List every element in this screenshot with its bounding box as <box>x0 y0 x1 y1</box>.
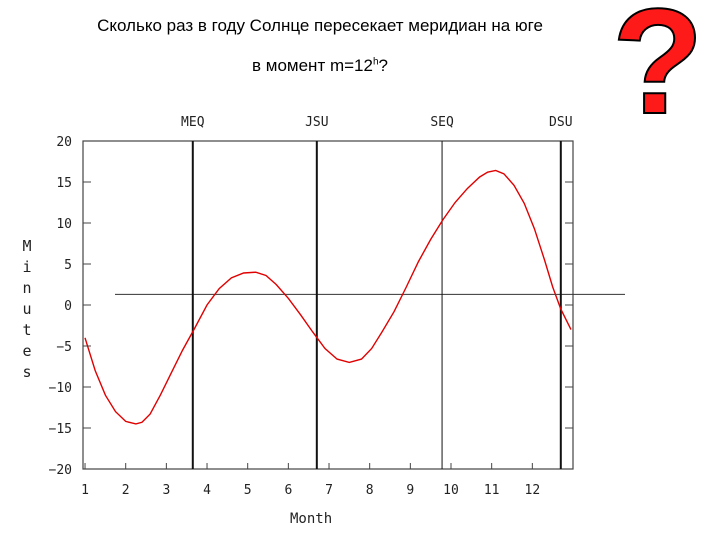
x-axis-label: Month <box>290 511 333 527</box>
y-axis-label-letter: i <box>22 258 32 276</box>
slide-title-line1: Сколько раз в году Солнце пересекает мер… <box>97 16 543 35</box>
slide-title-line2: в момент m=12h? <box>252 56 388 75</box>
x-tick-label: 6 <box>284 483 292 498</box>
marker-label-seq: SEQ <box>430 115 454 130</box>
y-tick-label: 10 <box>56 217 72 232</box>
x-tick-label: 9 <box>406 483 414 498</box>
y-tick-label: −5 <box>56 340 72 355</box>
y-axis-label-letter: t <box>22 321 32 339</box>
x-tick-label: 8 <box>366 483 374 498</box>
y-tick-label: 5 <box>64 258 72 273</box>
y-tick-label: −15 <box>49 422 72 437</box>
y-tick-label: −10 <box>49 381 72 396</box>
x-tick-label: 1 <box>81 483 89 498</box>
y-axis-label-letter: M <box>22 237 32 255</box>
marker-label-meq: MEQ <box>181 115 205 130</box>
y-axis-label-letter: n <box>22 279 32 297</box>
plot-frame <box>82 140 574 470</box>
y-tick-label: 20 <box>56 135 72 150</box>
y-tick-label: 0 <box>64 299 72 314</box>
x-tick-label: 11 <box>484 483 500 498</box>
y-axis-label-letter: e <box>22 342 32 360</box>
x-tick-label: 12 <box>525 483 541 498</box>
y-axis-label-letter: u <box>22 300 32 318</box>
marker-label-dsu: DSU <box>549 115 572 130</box>
x-tick-label: 10 <box>443 483 459 498</box>
x-tick-label: 5 <box>244 483 252 498</box>
x-tick-label: 2 <box>122 483 130 498</box>
series-line <box>84 169 572 425</box>
x-tick-label: 4 <box>203 483 211 498</box>
question-mark-icon: ? <box>611 0 705 145</box>
y-tick-label: 15 <box>56 176 72 191</box>
y-axis-label-letter: s <box>22 363 32 381</box>
y-tick-label: −20 <box>49 463 72 478</box>
x-tick-label: 7 <box>325 483 333 498</box>
marker-label-jsu: JSU <box>305 115 328 130</box>
x-tick-label: 3 <box>162 483 170 498</box>
